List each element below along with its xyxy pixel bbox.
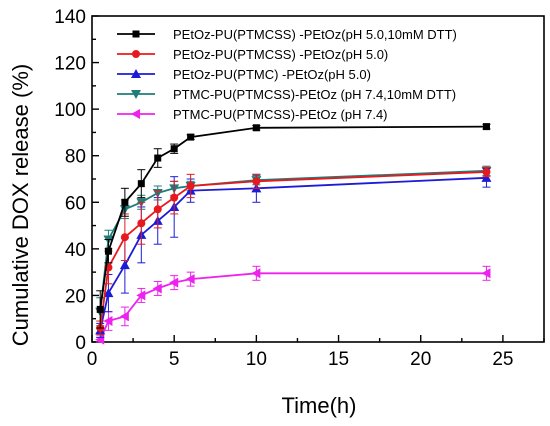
- y-tick-label: 120: [54, 54, 86, 75]
- data-point: [186, 181, 195, 190]
- x-tick-label: 10: [246, 349, 267, 370]
- y-axis-title: Cumulative DOX release (%): [8, 64, 33, 346]
- y-tick-label: 0: [75, 333, 86, 354]
- data-point: [154, 154, 162, 162]
- legend-marker: [131, 69, 141, 78]
- legend-label: PTMC-PU(PTMCSS)-PEtOz (pH 7.4): [173, 107, 388, 122]
- data-point: [482, 168, 491, 177]
- y-tick-label: 20: [65, 286, 86, 307]
- legend-marker: [132, 50, 140, 58]
- y-tick-label: 100: [54, 100, 86, 121]
- y-tick-label: 60: [65, 193, 86, 214]
- data-point: [137, 180, 145, 188]
- x-tick-label: 20: [410, 349, 431, 370]
- data-point: [120, 233, 129, 242]
- data-point: [137, 219, 146, 228]
- data-point: [169, 277, 179, 288]
- data-point: [121, 198, 129, 206]
- data-point: [170, 145, 178, 153]
- data-point: [252, 177, 261, 186]
- x-tick-label: 15: [328, 349, 349, 370]
- data-point: [103, 316, 113, 327]
- data-point: [152, 283, 162, 294]
- data-point: [481, 172, 492, 182]
- data-point: [185, 274, 195, 285]
- legend-marker: [131, 90, 141, 99]
- data-point: [481, 268, 491, 279]
- x-tick-label: 0: [87, 349, 98, 370]
- data-point: [119, 311, 129, 322]
- data-point: [482, 123, 490, 131]
- data-point: [103, 288, 114, 298]
- x-tick-label: 5: [169, 349, 180, 370]
- y-tick-label: 40: [65, 240, 86, 261]
- data-point: [187, 133, 195, 141]
- legend-label: PTMC-PU(PTMCSS)-PEtOz (pH 7.4,10mM DTT): [173, 87, 456, 102]
- legend-marker: [131, 109, 140, 119]
- x-axis-title: Time(h): [282, 393, 357, 418]
- series-5: [95, 265, 491, 345]
- legend: PEtOz-PU(PTMCSS) -PEtOz(pH 5.0,10mM DTT)…: [117, 27, 457, 122]
- series-4: [95, 165, 492, 327]
- legend-label: PEtOz-PU(PTMC) -PEtOz(pH 5.0): [173, 67, 371, 82]
- x-tick-label: 25: [492, 349, 513, 370]
- data-point: [104, 247, 112, 255]
- data-point: [252, 124, 260, 132]
- data-point: [153, 205, 162, 214]
- series-2: [96, 166, 491, 336]
- legend-label: PEtOz-PU(PTMCSS) -PEtOz(pH 5.0): [173, 47, 388, 62]
- data-point: [251, 268, 261, 279]
- data-point: [119, 260, 130, 270]
- data-point: [136, 290, 146, 301]
- series-1: [96, 123, 491, 329]
- legend-label: PEtOz-PU(PTMCSS) -PEtOz(pH 5.0,10mM DTT): [173, 27, 457, 42]
- legend-marker: [132, 30, 140, 38]
- y-tick-label: 140: [54, 7, 86, 28]
- y-tick-label: 80: [65, 147, 86, 168]
- data-point: [170, 193, 179, 202]
- data-point: [96, 305, 104, 313]
